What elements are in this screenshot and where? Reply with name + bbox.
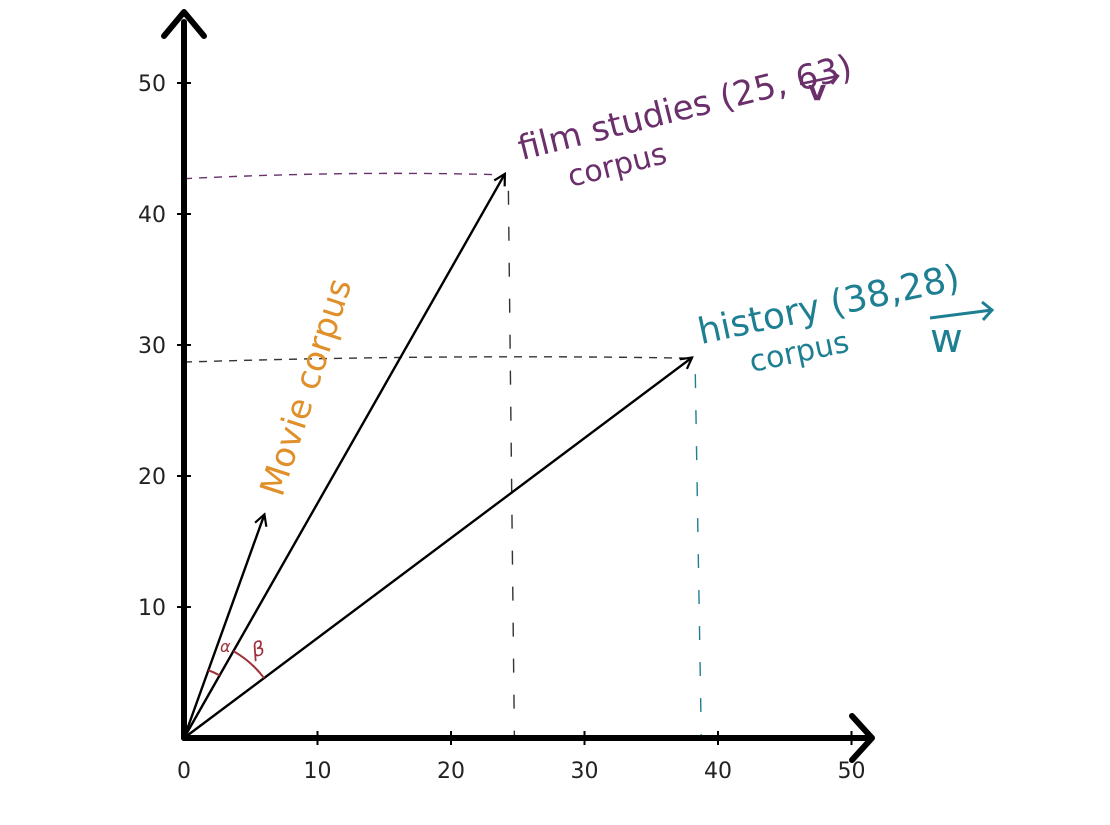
- history-vertical-guide: [694, 374, 702, 739]
- y-tick-label: 50: [138, 72, 166, 97]
- y-tick-label: 40: [138, 203, 166, 228]
- film-symbol-arrow-icon: [799, 69, 840, 86]
- vectors: [182, 175, 691, 739]
- history-vector: [183, 358, 691, 739]
- film-vertical-guide: [507, 190, 516, 739]
- x-tick-label: 50: [838, 759, 866, 784]
- x-axis-arrow: [849, 713, 875, 763]
- film-label-line1: film studies (25, 63): [514, 47, 856, 169]
- axes: [161, 9, 875, 763]
- y-axis-arrow: [161, 9, 207, 39]
- angle-marks: α β: [208, 636, 268, 679]
- history-symbol-letter: w: [930, 316, 963, 362]
- x-tick-label: 40: [704, 759, 732, 784]
- history-vector-symbol: w: [929, 300, 995, 362]
- beta-label: β: [248, 636, 268, 663]
- ticks: 0 10 20 30 40 50 10 20 30 40 50: [138, 72, 866, 784]
- y-tick-label: 30: [138, 334, 166, 359]
- movie-vector: [182, 515, 264, 739]
- x-tick-label: 0: [177, 759, 191, 784]
- alpha-label: α: [220, 637, 231, 656]
- movie-corpus-label: Movie corpus: [253, 274, 361, 501]
- x-tick-label: 10: [304, 759, 332, 784]
- x-tick-label: 30: [571, 759, 599, 784]
- film-vector-symbol: v: [799, 69, 840, 107]
- beta-arc: [232, 650, 265, 679]
- y-tick-label: 10: [138, 596, 166, 621]
- film-horizontal-guide: [183, 172, 499, 180]
- alpha-arc: [208, 669, 221, 677]
- film-vector: [182, 175, 504, 739]
- history-symbol-arrow-icon: [929, 300, 995, 322]
- guide-lines: [183, 172, 702, 739]
- film-studies-label: film studies (25, 63) corpus: [514, 47, 856, 195]
- x-tick-label: 20: [437, 759, 465, 784]
- y-tick-label: 20: [138, 465, 166, 490]
- history-horizontal-guide: [183, 356, 686, 363]
